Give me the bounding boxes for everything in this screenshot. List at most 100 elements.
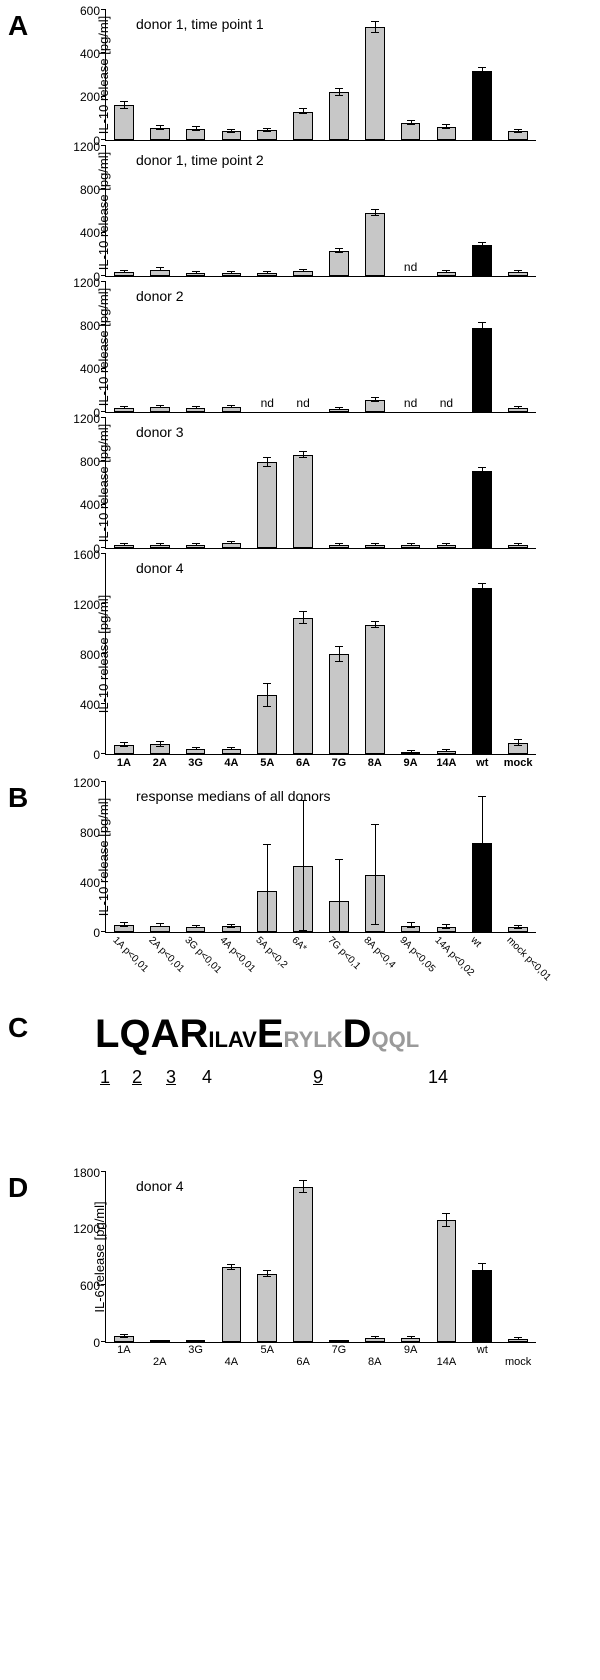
y-tick-label: 400	[80, 47, 106, 61]
y-tick-label: 400	[80, 698, 106, 712]
x-tick-label: 1A	[117, 754, 131, 769]
x-tick-label: 9A	[404, 754, 418, 769]
bar	[114, 105, 134, 140]
nd-label: nd	[404, 260, 417, 274]
chart: IL-10 release [pg/ml]0200400600donor 1, …	[105, 10, 560, 140]
bar	[472, 471, 492, 548]
chart-title: donor 1, time point 2	[136, 152, 264, 168]
x-tick-label: 14A	[437, 1342, 457, 1368]
y-tick-label: 0	[93, 748, 106, 762]
y-tick-label: 800	[80, 455, 106, 469]
bar	[472, 588, 492, 754]
y-tick-label: 1200	[73, 412, 106, 426]
bar	[293, 455, 313, 548]
y-tick-label: 0	[93, 1336, 106, 1350]
chart: IL-6 release [pg/ml]060012001800donor 41…	[105, 1172, 560, 1342]
chart: IL-10 release [pg/ml]04008001200donor 1,…	[105, 146, 560, 276]
y-tick-label: 800	[80, 826, 106, 840]
x-tick-label: 4A	[224, 754, 238, 769]
y-axis-label: IL-10 release [pg/ml]	[96, 16, 111, 135]
panel-label-c: C	[8, 1012, 28, 1044]
x-tick-label: 2A	[153, 1342, 166, 1368]
chart-title: donor 3	[136, 424, 183, 440]
bar	[257, 462, 277, 548]
panel-label-b: B	[8, 782, 28, 814]
bar	[329, 251, 349, 276]
bar	[437, 1220, 457, 1342]
x-tick-label: 3G p<0,01	[182, 932, 226, 976]
chart: IL-10 release [pg/ml]04008001200donor 2n…	[105, 282, 560, 412]
bar	[257, 1274, 277, 1342]
chart: IL-10 release [pg/ml]04008001200donor 3	[105, 418, 560, 548]
x-tick-label: 1A p<0,01	[110, 932, 153, 975]
x-tick-label: 14A	[436, 754, 456, 769]
x-tick-label: mock p<0,01	[504, 932, 555, 983]
y-tick-label: 1200	[73, 140, 106, 154]
y-tick-label: 1600	[73, 548, 106, 562]
y-tick-label: 0	[93, 926, 106, 940]
x-tick-label: mock	[505, 1342, 531, 1368]
x-tick-label: 7G p<0,1	[325, 932, 365, 972]
bar	[329, 654, 349, 754]
x-tick-label: 9A	[404, 1342, 417, 1356]
bar	[365, 213, 385, 276]
x-tick-label: wt	[476, 754, 488, 769]
x-tick-label: 6A	[296, 1342, 309, 1368]
chart-title: donor 4	[136, 560, 183, 576]
x-tick-label: 6A	[296, 754, 310, 769]
y-tick-label: 800	[80, 648, 106, 662]
x-tick-label: 5A	[260, 754, 274, 769]
y-axis-label: IL-10 release [pg/ml]	[96, 424, 111, 543]
y-axis-label: IL-10 release [pg/ml]	[96, 798, 111, 917]
bar	[365, 27, 385, 140]
x-tick-label: 9A p<0,05	[397, 932, 440, 975]
bar	[472, 1270, 492, 1342]
y-tick-label: 800	[80, 319, 106, 333]
y-tick-label: 400	[80, 876, 106, 890]
nd-label: nd	[440, 396, 453, 410]
chart-title: donor 2	[136, 288, 183, 304]
y-tick-label: 1200	[73, 1222, 106, 1236]
y-tick-label: 400	[80, 226, 106, 240]
x-tick-label: 3G	[188, 1342, 203, 1356]
bar	[472, 245, 492, 276]
panel-label-d: D	[8, 1172, 28, 1204]
x-tick-label: 6A*	[289, 932, 311, 954]
bar	[472, 328, 492, 413]
x-tick-label: 5A	[261, 1342, 274, 1356]
x-tick-label: 5A p<0,2	[254, 932, 293, 971]
y-axis-label: IL-10 release [pg/ml]	[96, 288, 111, 407]
bar	[222, 1267, 242, 1342]
chart: IL-10 release [pg/ml]04008001200response…	[105, 782, 560, 932]
x-tick-label: 7G	[332, 1342, 347, 1356]
x-tick-label: 1A	[117, 1342, 130, 1356]
bar	[329, 92, 349, 140]
nd-label: nd	[404, 396, 417, 410]
x-tick-label: 4A	[225, 1342, 238, 1368]
y-tick-label: 800	[80, 183, 106, 197]
chart: IL-10 release [pg/ml]040080012001600dono…	[105, 554, 560, 754]
y-axis-label: IL-10 release [pg/ml]	[96, 152, 111, 271]
bar	[472, 71, 492, 140]
y-tick-label: 1800	[73, 1166, 106, 1180]
x-tick-label: 2A	[153, 754, 167, 769]
y-tick-label: 1200	[73, 776, 106, 790]
bar	[401, 123, 421, 140]
x-tick-label: 8A p<0,4	[361, 932, 400, 971]
bar	[365, 625, 385, 754]
y-tick-label: 200	[80, 90, 106, 104]
y-tick-label: 600	[80, 1279, 106, 1293]
y-axis-label: IL-6 release [pg/ml]	[92, 1201, 107, 1312]
chart-title: donor 1, time point 1	[136, 16, 264, 32]
bar	[293, 618, 313, 754]
x-tick-label: 7G	[332, 754, 347, 769]
x-tick-label: 2A p<0,01	[146, 932, 189, 975]
x-tick-label: 8A	[368, 754, 382, 769]
x-tick-label: wt	[469, 932, 487, 950]
sequence-positions: 1234914	[100, 1067, 600, 1091]
x-tick-label: 8A	[368, 1342, 381, 1368]
x-tick-label: 3G	[188, 754, 203, 769]
y-tick-label: 1200	[73, 598, 106, 612]
y-tick-label: 600	[80, 4, 106, 18]
bar	[293, 1187, 313, 1342]
